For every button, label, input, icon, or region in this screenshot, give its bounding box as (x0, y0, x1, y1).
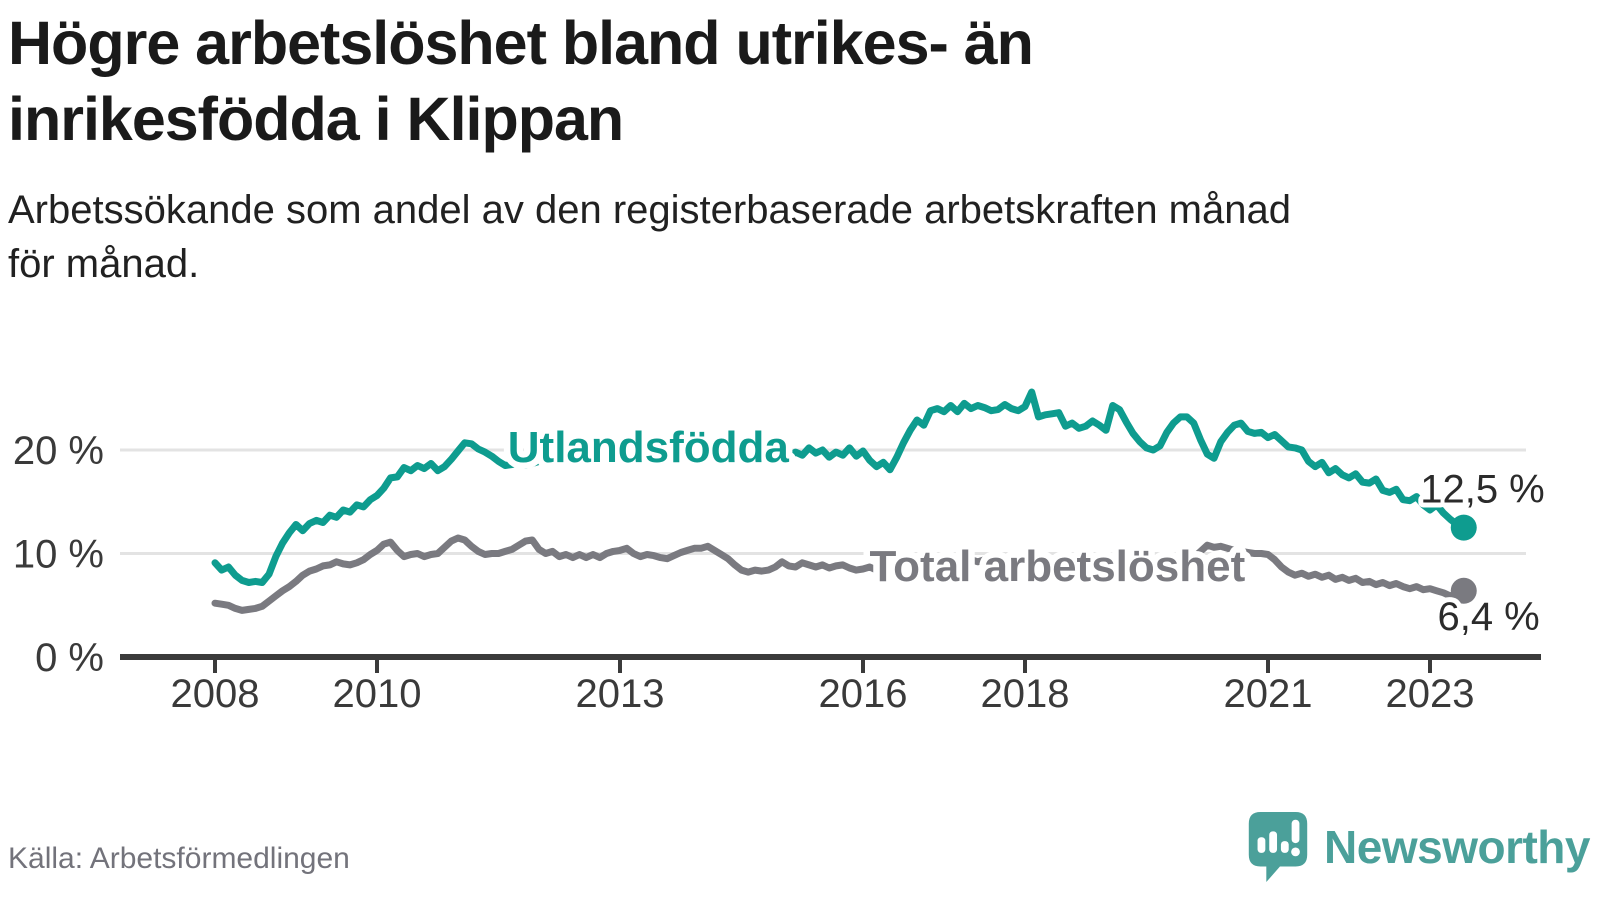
x-tick-label: 2008 (171, 672, 260, 716)
newsworthy-bubble-chart-icon (1248, 811, 1308, 883)
y-tick-label: 0 % (35, 636, 104, 680)
x-tick-label: 2018 (981, 672, 1070, 716)
end-value-total: 6,4 % (1437, 595, 1539, 639)
x-tick-label: 2013 (576, 672, 665, 716)
y-tick-label: 10 % (13, 533, 104, 577)
line-chart: 0 % 10 % 20 % 2008 2010 2013 2016 2018 2… (0, 330, 1600, 750)
series-label-utlandsfodda: Utlandsfödda (508, 423, 790, 472)
series-label-total: Total arbetslöshet (870, 542, 1246, 591)
end-value-utlandsfodda: 12,5 % (1420, 468, 1545, 512)
brand-name: Newsworthy (1324, 821, 1590, 873)
series-end-dot-total (1450, 577, 1477, 604)
subtitle: Arbetssökande som andel av den registerb… (8, 188, 1291, 286)
x-tick-label: 2021 (1224, 672, 1313, 716)
chart-svg: 0 % 10 % 20 % 2008 2010 2013 2016 2018 2… (13, 388, 1550, 716)
x-tick-label: 2010 (333, 672, 422, 716)
newsworthy-logo: Newsworthy (1246, 810, 1590, 884)
page-title: Högre arbetslöshet bland utrikes- än inr… (8, 9, 1034, 153)
source-note: Källa: Arbetsförmedlingen (8, 842, 350, 875)
series-line-utlandsfodda (211, 388, 1468, 586)
series-line-total (211, 534, 1468, 614)
y-tick-labels: 0 % 10 % 20 % (13, 429, 104, 680)
y-tick-label: 20 % (13, 429, 104, 473)
x-tick-labels: 2008 2010 2013 2016 2018 2021 2023 (171, 672, 1475, 716)
x-tick-label: 2023 (1386, 672, 1475, 716)
series-end-dot-utlandsfodda (1450, 514, 1477, 541)
x-tick-label: 2016 (819, 672, 908, 716)
x-ticks (213, 657, 1432, 673)
